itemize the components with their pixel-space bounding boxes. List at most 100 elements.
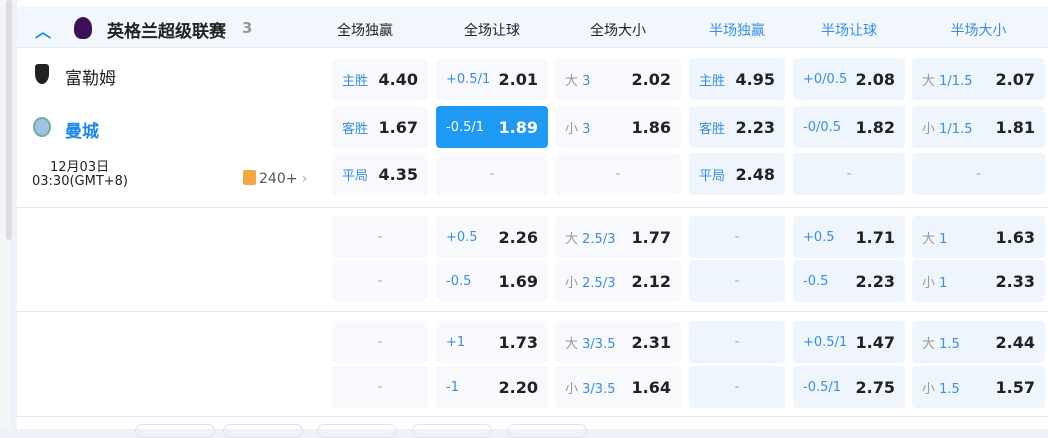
odds-cell[interactable]: 小 3/3.5 1.64 [555, 366, 681, 408]
divider [17, 416, 1048, 417]
odds-line-value: 客胜 [342, 121, 369, 137]
odds-cell[interactable]: +0.5 2.26 [436, 216, 548, 258]
scrollbar-thumb[interactable] [6, 0, 12, 240]
odds-line: 小 2.5/3 [565, 272, 615, 291]
tab-pill[interactable] [507, 424, 587, 438]
odds-line: 平局 [342, 165, 368, 184]
odds-cell[interactable]: -0.5/1 2.75 [793, 366, 905, 408]
odds-line: 小 1.5 [922, 378, 960, 397]
odds-cell[interactable]: 客胜 2.23 [689, 106, 785, 148]
odds-line-value: 1 [939, 275, 948, 291]
odds-cell-empty: - [689, 321, 785, 363]
odds-line: -0.5 [446, 274, 471, 289]
odds-cell[interactable]: 大 3/3.5 2.31 [555, 321, 681, 363]
league-header[interactable]: ︿ 英格兰超级联赛 3 全场独赢 全场让球 全场大小 半场独赢 半场让球 半场大… [17, 6, 1048, 48]
odds-cell[interactable]: -0/0.5 1.82 [793, 106, 905, 148]
odds-price: 2.44 [995, 332, 1035, 352]
odds-cell[interactable]: +0.5/1 2.01 [436, 58, 548, 100]
over-under-prefix: 小 [565, 275, 579, 291]
over-under-prefix: 大 [565, 336, 579, 352]
odds-price: 2.23 [855, 271, 895, 291]
odds-cell[interactable]: 大 3 2.02 [555, 58, 681, 100]
odds-price: 1.71 [855, 227, 895, 247]
mancity-crest-icon [33, 117, 51, 137]
odds-line-value: 3/3.5 [582, 381, 616, 397]
over-under-prefix: 大 [922, 73, 936, 89]
odds-cell-empty: - [793, 153, 905, 195]
odds-line-value: 客胜 [699, 121, 726, 137]
odds-cell[interactable]: +0.5/1 1.47 [793, 321, 905, 363]
odds-line: +0.5 [446, 230, 478, 245]
odds-line-value: 主胜 [342, 73, 369, 89]
tab-pill[interactable] [135, 424, 215, 438]
odds-cell[interactable]: 主胜 4.95 [689, 58, 785, 100]
odds-cell[interactable]: 大 2.5/3 1.77 [555, 216, 681, 258]
odds-cell[interactable]: 大 1.5 2.44 [912, 321, 1045, 363]
chevron-up-icon[interactable]: ︿ [35, 22, 52, 41]
odds-cell[interactable]: 平局 4.35 [332, 153, 428, 195]
odds-price: 2.31 [631, 332, 671, 352]
odds-cell[interactable]: 客胜 1.67 [332, 106, 428, 148]
odds-line: 小 1 [922, 272, 947, 291]
odds-cell[interactable]: 小 1/1.5 1.81 [912, 106, 1045, 148]
home-team[interactable]: 富勒姆 [65, 69, 116, 89]
odds-price: 2.48 [735, 164, 775, 184]
odds-cell[interactable]: 主胜 4.40 [332, 58, 428, 100]
odds-line: 大 1/1.5 [922, 70, 972, 89]
tab-pill[interactable] [317, 424, 397, 438]
odds-line: +0.5/1 [446, 72, 490, 87]
away-team[interactable]: 曼城 [65, 122, 99, 142]
odds-cell-empty: - [332, 366, 428, 408]
odds-price: 1.82 [855, 117, 895, 137]
odds-cell[interactable]: +1 1.73 [436, 321, 548, 363]
odds-cell-empty: - [689, 366, 785, 408]
more-markets-link[interactable]: 240+ › [243, 170, 308, 187]
odds-price: 2.08 [855, 69, 895, 89]
odds-cell-empty: - [332, 260, 428, 302]
odds-price: 1.89 [498, 117, 538, 137]
odds-cell[interactable]: +0.5 1.71 [793, 216, 905, 258]
odds-line: 小 3/3.5 [565, 378, 615, 397]
odds-price: 1.67 [378, 117, 418, 137]
odds-line-value: -0.5 [803, 273, 829, 289]
odds-cell-empty: - [332, 216, 428, 258]
divider [17, 311, 1048, 312]
over-under-prefix: 小 [922, 275, 936, 291]
odds-price: 4.95 [735, 69, 775, 89]
divider [17, 207, 1048, 208]
odds-line-value: -1 [446, 379, 459, 395]
odds-cell[interactable]: -0.5 1.69 [436, 260, 548, 302]
odds-line: -1 [446, 380, 459, 395]
scrollbar[interactable] [0, 0, 12, 429]
odds-cell[interactable]: 小 1.5 1.57 [912, 366, 1045, 408]
odds-cell[interactable]: 平局 2.48 [689, 153, 785, 195]
odds-line: -0.5 [803, 274, 828, 289]
odds-line-value: -0.5 [446, 273, 472, 289]
odds-cell[interactable]: -0.5/1 1.89 [436, 106, 548, 148]
odds-line-value: 3/3.5 [582, 336, 616, 352]
odds-line: -0.5/1 [446, 120, 484, 135]
odds-cell[interactable]: 大 1/1.5 2.07 [912, 58, 1045, 100]
odds-line-value: +0.5 [446, 229, 478, 245]
over-under-prefix: 大 [565, 73, 579, 89]
odds-line-value: 2.5/3 [582, 231, 616, 247]
odds-cell[interactable]: +0/0.5 2.08 [793, 58, 905, 100]
odds-price: 2.33 [995, 271, 1035, 291]
odds-cell[interactable]: 大 1 1.63 [912, 216, 1045, 258]
odds-cell[interactable]: 小 2.5/3 2.12 [555, 260, 681, 302]
odds-cell[interactable]: -0.5 2.23 [793, 260, 905, 302]
tab-pill[interactable] [412, 424, 492, 438]
odds-line: 主胜 [699, 70, 725, 89]
odds-line: 大 1 [922, 228, 947, 247]
match-count: 3 [242, 19, 253, 37]
odds-cell[interactable]: 小 1 2.33 [912, 260, 1045, 302]
tab-pill[interactable] [223, 424, 303, 438]
over-under-prefix: 小 [922, 381, 936, 397]
chevron-right-icon: › [301, 171, 308, 187]
odds-price: 1.69 [498, 271, 538, 291]
odds-price: 2.07 [995, 69, 1035, 89]
odds-cell[interactable]: -1 2.20 [436, 366, 548, 408]
odds-cell[interactable]: 小 3 1.86 [555, 106, 681, 148]
odds-price: 2.02 [631, 69, 671, 89]
odds-line: 小 3 [565, 118, 590, 137]
